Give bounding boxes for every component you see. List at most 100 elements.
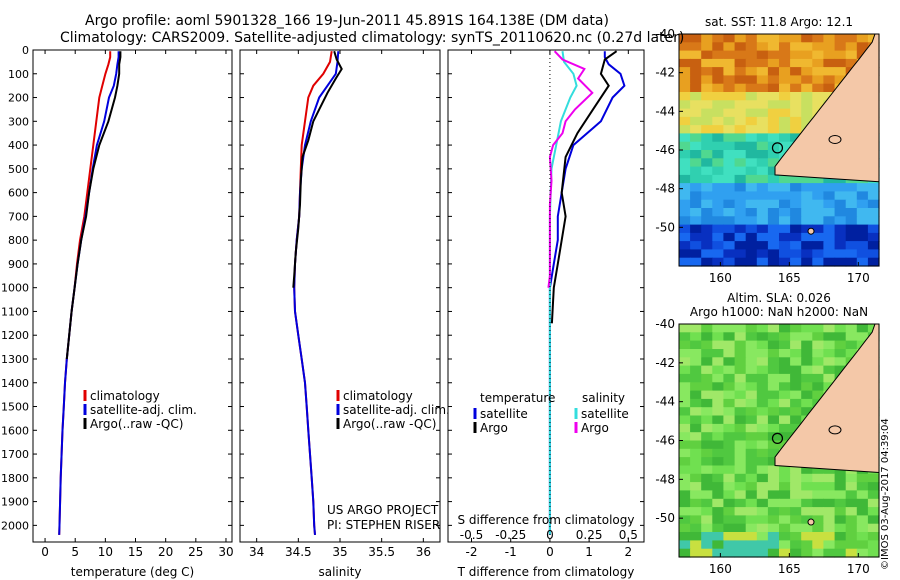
- map-cell: [779, 92, 791, 101]
- map-cell: [701, 191, 713, 201]
- map-cell: [712, 191, 724, 201]
- map-cell: [745, 108, 758, 118]
- map-cell: [756, 490, 769, 500]
- map-cell: [723, 67, 736, 76]
- map-cell: [723, 42, 736, 52]
- map-cell: [679, 75, 691, 85]
- map-cell: [712, 415, 724, 425]
- map-cell: [823, 75, 836, 85]
- map-cell: [723, 357, 736, 367]
- map-cell: [679, 232, 691, 242]
- map-cell: [701, 183, 713, 192]
- map-cell: [690, 257, 702, 267]
- map-cell: [690, 498, 702, 508]
- map-cell: [745, 67, 758, 76]
- map-cell: [823, 340, 836, 350]
- map-cell: [690, 340, 702, 350]
- map-cell: [790, 357, 802, 367]
- map-cell: [723, 415, 736, 425]
- map-cell: [779, 67, 791, 76]
- float-position-marker: [771, 142, 784, 154]
- y-tick-label: 100: [8, 68, 29, 81]
- map-cell: [756, 349, 769, 358]
- map-cell: [723, 249, 736, 259]
- x-axis-label: temperature (deg C): [71, 565, 194, 579]
- map-cell: [734, 249, 747, 259]
- map-cell: [779, 415, 791, 425]
- map-cell: [745, 540, 758, 550]
- map-cell: [734, 540, 747, 550]
- map-x-tick-label: 165: [778, 271, 801, 285]
- map-cell: [767, 523, 780, 533]
- map-cell: [745, 116, 758, 126]
- map-cell: [801, 116, 813, 126]
- map-cell: [834, 249, 847, 259]
- map-cell: [767, 75, 780, 85]
- map-cell: [834, 257, 847, 267]
- map-cell: [779, 498, 791, 508]
- map-cell: [734, 257, 747, 267]
- map-cell: [723, 523, 736, 533]
- map-cell: [767, 241, 780, 250]
- map-cell: [745, 50, 758, 60]
- map-cell: [679, 357, 691, 367]
- map-cell: [845, 523, 858, 533]
- map-cell: [723, 125, 736, 134]
- map-cell: [867, 191, 880, 201]
- map-cell: [779, 365, 791, 375]
- map-cell: [690, 390, 702, 400]
- map-cell: [790, 407, 802, 417]
- map-cell: [779, 398, 791, 408]
- map-cell: [756, 199, 769, 209]
- map-cell: [712, 465, 724, 475]
- map-cell: [712, 382, 724, 392]
- map-cell: [679, 150, 691, 159]
- map-cell: [745, 373, 758, 383]
- map-cell: [723, 257, 736, 267]
- map-cell: [767, 398, 780, 408]
- map-cell: [723, 174, 736, 184]
- y-tick-label: 1600: [1, 424, 29, 437]
- map-cell: [856, 482, 869, 491]
- map-cell: [790, 523, 802, 533]
- map-cell: [734, 507, 747, 516]
- map-title-sst: sat. SST: 11.8 Argo: 12.1: [705, 15, 853, 29]
- map-cell: [723, 390, 736, 400]
- map-cell: [823, 216, 836, 226]
- map-cell: [834, 191, 847, 201]
- map-cell: [790, 67, 802, 76]
- map-cell: [723, 332, 736, 342]
- map-cell: [801, 108, 813, 118]
- map-cell: [790, 490, 802, 500]
- map-cell: [690, 241, 702, 250]
- map-cell: [690, 349, 702, 358]
- map-cell: [723, 432, 736, 442]
- map-cell: [756, 365, 769, 375]
- map-cell: [690, 382, 702, 392]
- map-cell: [756, 125, 769, 134]
- map-cell: [779, 34, 791, 43]
- x-tick-label: 1: [585, 545, 593, 559]
- map-cell: [712, 548, 724, 558]
- map-cell: [845, 249, 858, 259]
- map-cell: [723, 116, 736, 126]
- map-cell: [734, 423, 747, 433]
- map-cell: [823, 83, 836, 93]
- map-cell: [756, 540, 769, 550]
- map-cell: [856, 232, 869, 242]
- map-cell: [679, 407, 691, 417]
- map-cell: [701, 232, 713, 242]
- y-tick-label: 0: [22, 44, 29, 57]
- map-cell: [701, 75, 713, 85]
- map-cell: [834, 490, 847, 500]
- map-cell: [790, 199, 802, 209]
- map-cell: [734, 158, 747, 168]
- map-cell: [767, 548, 780, 558]
- map-y-tick-label: -50: [655, 511, 675, 525]
- map-cell: [845, 232, 858, 242]
- map-cell: [856, 532, 869, 541]
- map-cell: [801, 382, 813, 392]
- map-cell: [812, 42, 824, 52]
- map-cell: [867, 473, 880, 483]
- map-cell: [856, 332, 869, 342]
